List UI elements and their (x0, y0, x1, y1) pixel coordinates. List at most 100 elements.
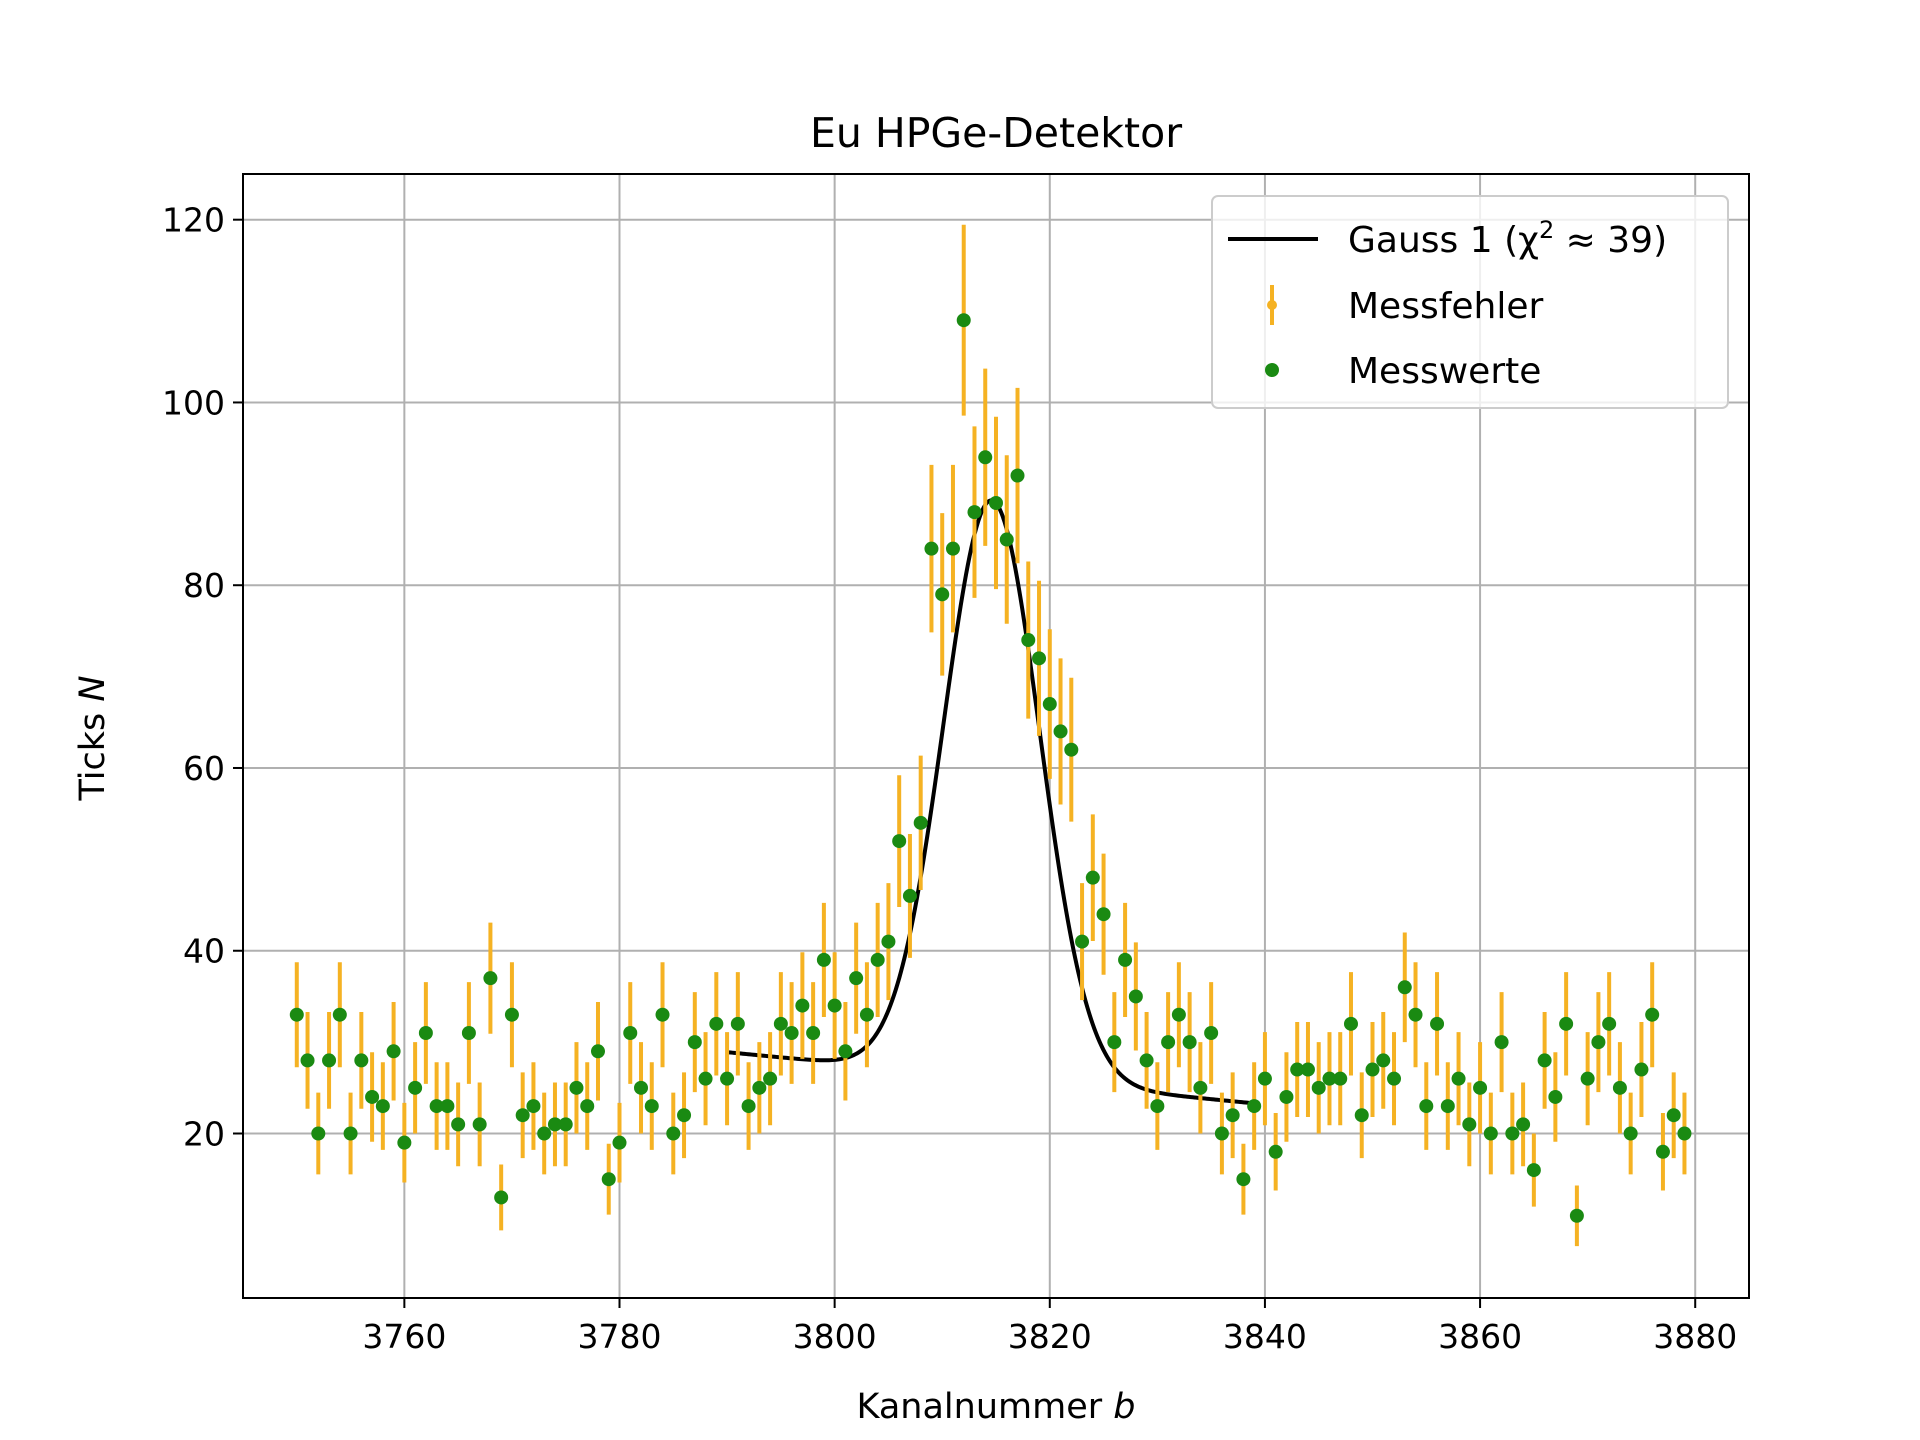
data-point (634, 1080, 649, 1095)
data-point (504, 1007, 519, 1022)
data-point (924, 541, 939, 556)
data-point (1537, 1053, 1552, 1068)
data-point (913, 815, 928, 830)
data-point (784, 1025, 799, 1040)
data-point (418, 1025, 433, 1040)
data-point (1419, 1099, 1434, 1114)
x-tick-label: 3840 (1223, 1317, 1307, 1356)
data-point (730, 1016, 745, 1031)
data-point (1150, 1099, 1165, 1114)
data-point (1225, 1108, 1240, 1123)
data-point (1333, 1071, 1348, 1086)
data-point (666, 1126, 681, 1141)
data-point (1623, 1126, 1638, 1141)
data-point (741, 1099, 756, 1114)
data-point (1021, 633, 1036, 648)
y-tick-label: 80 (183, 566, 225, 605)
plot-frame (242, 173, 1750, 1299)
y-tick-label: 120 (162, 201, 225, 240)
x-tick-label: 3780 (578, 1317, 662, 1356)
data-point (1075, 934, 1090, 949)
data-point (1376, 1053, 1391, 1068)
data-point (1214, 1126, 1229, 1141)
x-tick-label: 3880 (1653, 1317, 1737, 1356)
data-point (806, 1025, 821, 1040)
data-point (1569, 1208, 1584, 1223)
data-point (1365, 1062, 1380, 1077)
data-point (1204, 1025, 1219, 1040)
data-point (623, 1025, 638, 1040)
data-point (1645, 1007, 1660, 1022)
data-point (752, 1080, 767, 1095)
data-point (1161, 1035, 1176, 1050)
data-point (332, 1007, 347, 1022)
data-point (1451, 1071, 1466, 1086)
data-point (408, 1080, 423, 1095)
data-point (1128, 989, 1143, 1004)
legend-swatch-errorbar-marker (1267, 300, 1277, 310)
data-point (870, 952, 885, 967)
chart-title: Eu HPGe-Detektor (810, 109, 1182, 157)
data-point (698, 1071, 713, 1086)
data-point (1430, 1016, 1445, 1031)
data-point (1634, 1062, 1649, 1077)
x-tick-label: 3760 (362, 1317, 446, 1356)
data-point (1677, 1126, 1692, 1141)
data-point (1279, 1089, 1294, 1104)
data-point (1526, 1163, 1541, 1178)
data-point (720, 1071, 735, 1086)
x-tick-label: 3860 (1438, 1317, 1522, 1356)
data-point (1193, 1080, 1208, 1095)
y-axis: 20 40 60 80 100 120 (162, 201, 243, 1154)
data-point (429, 1099, 444, 1114)
y-tick-label: 100 (162, 383, 225, 422)
data-point (795, 998, 810, 1013)
legend-label-fit: Gauss 1 (χ2 ≈ 39) (1348, 216, 1667, 261)
data-point (849, 971, 864, 986)
data-point (365, 1089, 380, 1104)
legend: Gauss 1 (χ2 ≈ 39) Messfehler Messwerte (1211, 195, 1729, 409)
data-point (483, 971, 498, 986)
data-point (816, 952, 831, 967)
data-point (1311, 1080, 1326, 1095)
data-point (375, 1099, 390, 1114)
data-point (1462, 1117, 1477, 1132)
data-point (322, 1053, 337, 1068)
data-point (763, 1071, 778, 1086)
legend-swatch-points (1265, 363, 1279, 377)
data-point (902, 888, 917, 903)
data-point (945, 541, 960, 556)
data-point (1559, 1016, 1574, 1031)
data-point (1602, 1016, 1617, 1031)
y-tick-label: 60 (183, 749, 225, 788)
data-point (1408, 1007, 1423, 1022)
data-point (827, 998, 842, 1013)
data-point (1494, 1035, 1509, 1050)
data-point (494, 1190, 509, 1205)
data-point (1473, 1080, 1488, 1095)
data-point (881, 934, 896, 949)
y-tick-label: 20 (183, 1115, 225, 1154)
data-point (1343, 1016, 1358, 1031)
data-point (1666, 1108, 1681, 1123)
data-point (1064, 742, 1079, 757)
data-point (558, 1117, 573, 1132)
data-point (451, 1117, 466, 1132)
data-point (967, 505, 982, 520)
x-tick-label: 3820 (1008, 1317, 1092, 1356)
data-point (1505, 1126, 1520, 1141)
data-point (1290, 1062, 1305, 1077)
data-point (1139, 1053, 1154, 1068)
data-point (386, 1044, 401, 1059)
data-point (537, 1126, 552, 1141)
x-axis: 3760 3780 3800 3820 3840 3860 3880 (362, 1298, 1737, 1356)
data-point (526, 1099, 541, 1114)
data-point (1182, 1035, 1197, 1050)
data-point (677, 1108, 692, 1123)
data-point (547, 1117, 562, 1132)
data-point (1397, 980, 1412, 995)
data-point (515, 1108, 530, 1123)
data-point (397, 1135, 412, 1150)
data-point (989, 495, 1003, 510)
data-point (1171, 1007, 1186, 1022)
